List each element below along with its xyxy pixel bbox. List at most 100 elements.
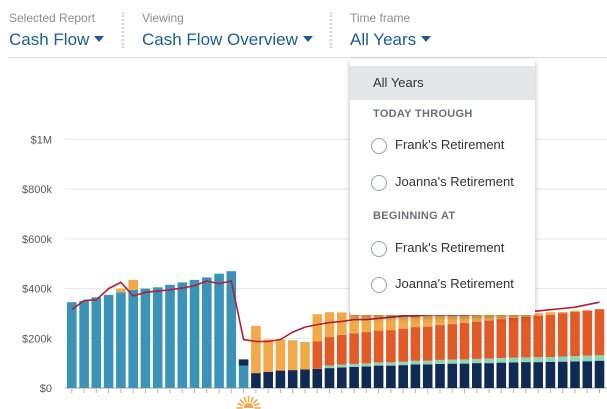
menu-option-label: Joanna's Retirement [395, 174, 514, 189]
bar-segment [140, 288, 151, 388]
bar-segment [398, 361, 408, 366]
bar-segment [447, 363, 458, 388]
bar-segment [594, 355, 605, 361]
bar-segment [312, 341, 323, 369]
bar-segment [361, 363, 372, 367]
bar-segment [484, 314, 494, 321]
y-tick-label: $1M [31, 134, 52, 146]
bar-segment [496, 362, 507, 388]
bar-segment [361, 332, 372, 364]
bar-segment [189, 279, 200, 388]
menu-option-label: Joanna's Retirement [395, 276, 514, 291]
time-frame-value: All Years [350, 30, 417, 49]
bar-segment [496, 319, 507, 359]
bar-segment [533, 362, 543, 388]
sun-icon [236, 396, 261, 409]
header-rule [8, 57, 607, 58]
bar-segment [533, 315, 543, 358]
bar-segment [263, 371, 273, 388]
selected-report-dropdown[interactable]: Cash Flow [9, 29, 105, 51]
menu-option-label: Frank's Retirement [395, 240, 505, 255]
bar-segment [312, 314, 323, 342]
time-frame-control[interactable]: Time frame All Years [350, 10, 432, 51]
bar-segment [386, 365, 396, 388]
bar-segment [324, 365, 335, 369]
bar-segment [484, 320, 494, 359]
bar-segment [557, 356, 568, 362]
header-divider [122, 12, 124, 48]
bar-segment [386, 362, 396, 366]
bar-segment [508, 317, 519, 358]
radio-icon [371, 240, 387, 257]
bar-segment [337, 367, 347, 388]
selected-report-control[interactable]: Selected Report Cash Flow [9, 10, 105, 51]
y-tick-label: $400k [22, 284, 52, 296]
header-divider [330, 12, 332, 48]
viewing-control[interactable]: Viewing Cash Flow Overview [142, 10, 313, 51]
bar-segment [177, 282, 188, 388]
bar-segment [447, 359, 458, 364]
bar-segment [361, 312, 372, 333]
bar-segment [582, 355, 593, 362]
menu-option-beginning-at-joanna[interactable]: Joanna's Retirement [371, 273, 514, 295]
bar-segment [435, 359, 445, 364]
time-frame-label: Time frame [350, 11, 411, 25]
bar-segment [496, 358, 507, 363]
bar-segment [128, 289, 138, 388]
bar-segment [570, 356, 580, 362]
bar-segment [312, 368, 323, 388]
bar-segment [337, 312, 347, 335]
bar-segment [582, 361, 593, 388]
caret-down-icon [94, 36, 105, 42]
bar-segment [410, 327, 421, 361]
bar-segment [226, 271, 237, 388]
bar-segment [67, 302, 77, 388]
time-frame-menu: All Years TODAY THROUGH Frank's Retireme… [350, 59, 535, 315]
y-tick-label: $600k [22, 234, 52, 246]
viewing-dropdown[interactable]: Cash Flow Overview [142, 29, 313, 51]
menu-option-beginning-at-frank[interactable]: Frank's Retirement [371, 237, 504, 259]
bar-segment [435, 363, 445, 388]
bar-segment [459, 322, 470, 360]
bar-segment [521, 316, 531, 358]
viewing-label: Viewing [142, 11, 184, 25]
bar-segment [337, 334, 347, 365]
bar-segment [238, 365, 249, 388]
menu-item-all-years[interactable]: All Years [350, 66, 535, 100]
bar-segment [533, 357, 543, 363]
selected-report-value: Cash Flow [9, 30, 90, 49]
menu-option-label: Frank's Retirement [395, 137, 505, 152]
bar-segment [570, 311, 580, 357]
bar-segment [386, 330, 396, 363]
bar-segment [594, 360, 605, 388]
bar-segment [300, 369, 310, 388]
bar-segment [287, 370, 298, 388]
menu-heading-today-through: TODAY THROUGH [373, 108, 473, 120]
bar-segment [91, 297, 102, 388]
radio-icon [371, 174, 387, 191]
bar-segment [594, 309, 605, 356]
bar-segment [349, 333, 359, 364]
menu-option-today-through-joanna[interactable]: Joanna's Retirement [371, 171, 514, 193]
bar-segment [582, 310, 593, 356]
menu-option-today-through-frank[interactable]: Frank's Retirement [371, 134, 504, 156]
bar-segment [238, 359, 249, 366]
bar-segment [152, 287, 163, 388]
bar-segment [545, 361, 556, 388]
radio-icon [371, 137, 387, 154]
bar-segment [508, 357, 519, 363]
bar-segment [337, 364, 347, 368]
bar-segment [484, 363, 494, 388]
bar-segment [447, 324, 458, 360]
bar-segment [472, 363, 482, 388]
bar-segment [410, 312, 421, 328]
bar-segment [422, 326, 433, 361]
bar-segment [300, 342, 310, 370]
bar-segment [214, 273, 224, 388]
bar-segment [496, 314, 507, 320]
bar-segment [484, 358, 494, 364]
bar-segment [128, 279, 138, 290]
time-frame-dropdown[interactable]: All Years [350, 29, 432, 51]
bar-segment [459, 314, 470, 323]
bar-segment [373, 365, 384, 388]
